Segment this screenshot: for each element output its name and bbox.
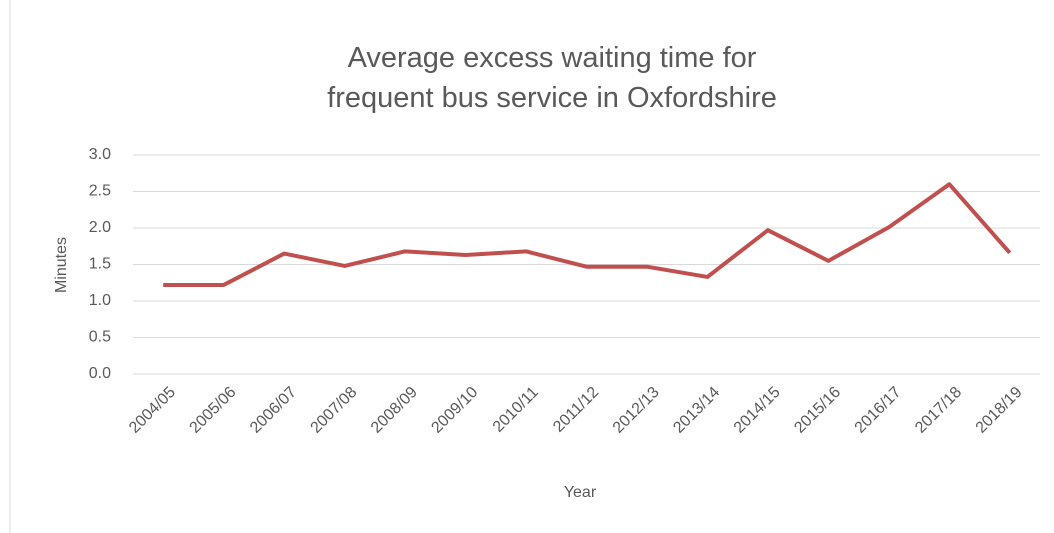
x-tick-label: 2007/08: [308, 384, 361, 437]
x-tick-label: 2006/07: [247, 384, 300, 437]
x-tick-label: 2013/14: [670, 384, 723, 437]
y-tick-label: 2.5: [89, 183, 111, 200]
x-tick-label: 2004/05: [126, 384, 179, 437]
x-tick-label: 2012/13: [610, 384, 663, 437]
y-tick-label: 1.5: [89, 256, 111, 273]
chart-title: Average excess waiting time for frequent…: [327, 42, 777, 114]
x-axis-label: Year: [564, 484, 597, 501]
y-tick-label: 0.5: [89, 329, 111, 346]
x-tick-label: 2015/16: [791, 384, 844, 437]
x-tick-label: 2011/12: [550, 384, 602, 436]
x-tick-label: 2016/17: [852, 384, 905, 437]
x-tick-label: 2010/11: [490, 384, 542, 436]
y-tick-label: 2.0: [89, 219, 111, 236]
x-tick-label: 2009/10: [428, 384, 481, 437]
x-tick-label: 2017/18: [912, 384, 965, 437]
y-tick-label: 3.0: [89, 146, 111, 163]
x-tick-label: 2018/19: [973, 384, 1026, 437]
y-tick-label: 0.0: [89, 365, 111, 382]
y-tick-label: 1.0: [89, 292, 111, 309]
y-axis-label: Minutes: [53, 237, 70, 293]
x-tick-label: 2008/09: [368, 384, 421, 437]
data-line: [163, 182, 1012, 287]
x-tick-label: 2005/06: [187, 384, 240, 437]
x-tick-label: 2014/15: [731, 384, 784, 437]
